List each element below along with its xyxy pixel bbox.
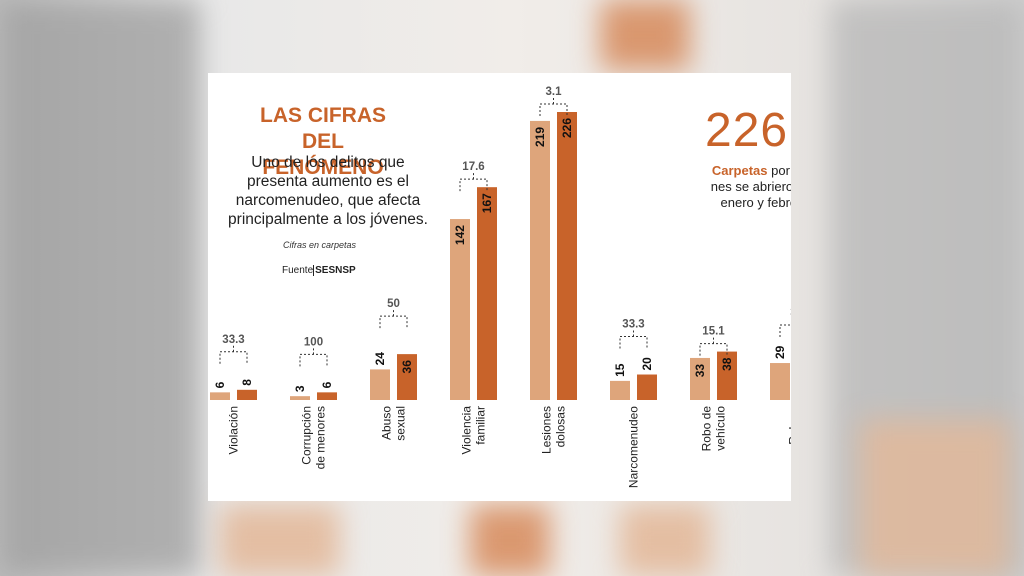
bar-3-series-0	[450, 219, 470, 400]
category-label-2-0: Abuso	[380, 406, 394, 440]
change-bracket-2	[379, 315, 408, 329]
bar-1-series-0	[290, 396, 310, 400]
highlight-line-1-rest: por les	[771, 163, 791, 178]
change-bracket-1	[299, 353, 328, 367]
change-bracket-5	[619, 336, 648, 349]
bar-5-series-1	[637, 374, 657, 400]
category-label-6-0: Robo de	[700, 406, 714, 452]
blur-bottom-right	[860, 420, 1010, 576]
blur-bottom-3	[620, 505, 710, 576]
value-label-2-0: 24	[373, 352, 387, 366]
highlight-line-3: enero y febrer	[720, 195, 791, 210]
highlight-line-2: nes se abrieron e	[710, 179, 791, 194]
bar-0-series-1	[237, 389, 257, 400]
category-label-2-1: sexual	[394, 406, 408, 441]
value-label-2-1: 36	[400, 360, 414, 374]
title-line-2: FENÓMENO	[262, 156, 384, 179]
bar-4-series-1	[557, 112, 577, 400]
value-label-6-1: 38	[720, 357, 734, 371]
highlight-line-1: Carpetas por les	[686, 163, 791, 179]
category-label-1-0: Corrupción	[300, 406, 314, 465]
source-value: SESNSP	[313, 265, 356, 276]
bar-6-series-1	[717, 351, 737, 400]
bar-0-series-0	[210, 392, 230, 400]
category-label-3-1: familiar	[474, 406, 488, 445]
source-line: Fuente SESNSP	[282, 265, 356, 276]
change-bracket-0	[219, 351, 248, 364]
value-label-4-1: 226	[560, 118, 574, 138]
percent-change-7: 3	[790, 307, 791, 319]
percent-change-0: 33.3	[222, 334, 244, 346]
percent-change-2: 50	[387, 298, 400, 310]
bar-3-series-1	[477, 187, 497, 400]
blur-orange-top	[600, 0, 690, 70]
bar-6-series-0	[690, 357, 710, 400]
percent-change-1: 100	[304, 336, 323, 348]
value-label-4-0: 219	[533, 127, 547, 147]
percent-change-4: 3.1	[546, 86, 563, 98]
bar-1-series-1	[317, 392, 337, 400]
category-label-5-0: Narcomenudeo	[627, 406, 641, 488]
percent-change-6: 15.1	[702, 326, 725, 338]
category-label-4-1: dolosas	[554, 406, 568, 447]
category-label-1-1: de menores	[314, 406, 328, 469]
percent-change-3: 17.6	[462, 161, 484, 173]
infographic-subtitle: Uno de los delitos que presenta aumento …	[228, 154, 428, 228]
infographic-card: LAS CIFRAS DEL FENÓMENO Uno de los delit…	[208, 73, 791, 501]
value-label-1-1: 6	[320, 381, 334, 388]
blur-bottom-2	[470, 505, 550, 576]
value-label-6-0: 33	[693, 364, 707, 378]
value-label-3-1: 167	[480, 193, 494, 213]
value-label-5-1: 20	[640, 357, 654, 371]
change-bracket-7	[779, 324, 791, 338]
value-label-1-0: 3	[293, 385, 307, 392]
category-label-6-1: vehículo	[714, 406, 728, 451]
change-bracket-3	[459, 178, 488, 192]
category-label-7-0: Robo a	[787, 406, 792, 445]
category-label-3-0: Violencia	[460, 406, 474, 455]
value-label-0-1: 8	[240, 379, 254, 386]
value-label-3-0: 142	[453, 225, 467, 245]
category-label-4-0: Lesiones	[540, 406, 554, 454]
highlight-number: 226	[705, 104, 789, 157]
category-label-0-0: Violación	[227, 406, 241, 454]
value-label-0-0: 6	[213, 381, 227, 388]
blur-left	[0, 0, 200, 576]
bar-5-series-0	[610, 380, 630, 400]
infographic-title: LAS CIFRAS DEL FENÓMENO	[238, 103, 408, 181]
bar-4-series-0	[530, 120, 550, 400]
source-label: Fuente	[282, 265, 314, 276]
value-label-5-0: 15	[613, 363, 627, 377]
highlight-text: Carpetas por les nes se abrieron e enero…	[686, 163, 791, 211]
blur-bottom-1	[220, 505, 340, 576]
bar-7-series-0	[770, 363, 790, 400]
title-line-1: LAS CIFRAS DEL	[260, 104, 386, 153]
units-note: Cifras en carpetas	[283, 240, 357, 250]
percent-change-5: 33.3	[622, 319, 644, 331]
bar-2-series-1	[397, 354, 417, 400]
value-label-7-0: 29	[773, 345, 787, 359]
bar-2-series-0	[370, 369, 390, 400]
highlight-line-1-bold: Carpetas	[711, 163, 768, 178]
